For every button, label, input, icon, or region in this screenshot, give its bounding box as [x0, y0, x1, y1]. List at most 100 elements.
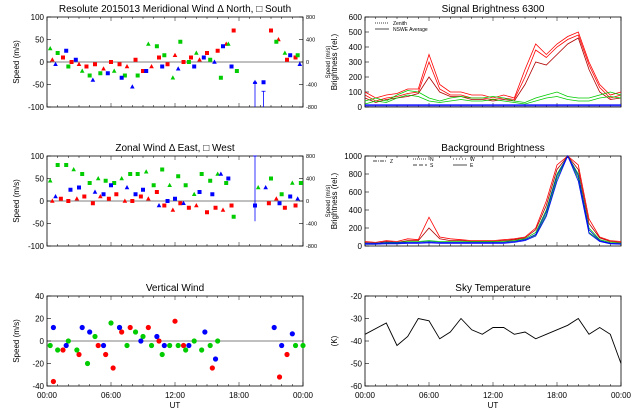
data-point-green — [80, 172, 85, 176]
series-line-black — [364, 317, 622, 364]
data-point-blue — [53, 61, 58, 67]
x-tick-label: 18:00 — [229, 391, 250, 400]
data-point-red — [276, 374, 283, 380]
data-point-red — [213, 205, 218, 210]
chart-title: Vertical Wind — [146, 283, 204, 294]
data-point-blue — [181, 200, 186, 206]
data-point-green — [140, 333, 146, 340]
data-point-green — [98, 71, 103, 76]
data-point-red — [172, 52, 178, 58]
y-axis-right-label: Speed (m/s) — [326, 46, 332, 79]
chart-background: Background Brightness 0 200 400 600 800 1000 Br… — [330, 143, 622, 251]
y-tick-label: -50 — [350, 360, 362, 369]
data-point-red — [269, 28, 273, 33]
data-point-red — [197, 57, 202, 62]
y-axis-label: Brightness (rel.) — [330, 33, 339, 90]
data-point-green — [295, 53, 300, 58]
data-point-blue — [101, 192, 106, 197]
data-point-blue — [141, 187, 145, 192]
data-point-blue — [50, 324, 57, 331]
y-tick-label: 300 — [349, 58, 363, 67]
data-point-green — [199, 172, 204, 176]
data-point-green — [207, 342, 213, 349]
data-point-blue — [201, 55, 206, 60]
data-point-blue — [105, 71, 110, 76]
y-right-tick-label: -400 — [306, 222, 317, 228]
data-point-green — [148, 342, 155, 349]
data-point-red — [106, 196, 111, 201]
data-point-green — [208, 178, 213, 183]
data-point-green — [162, 53, 167, 58]
y-tick-label: 400 — [349, 206, 363, 215]
data-point-green — [160, 167, 165, 172]
y-axis-label: Speed (m/s) — [12, 179, 21, 223]
data-point-red — [162, 203, 167, 208]
data-point-blue — [288, 194, 293, 199]
data-point-blue — [73, 57, 78, 62]
data-point-red — [266, 201, 271, 206]
data-point-red — [293, 55, 298, 60]
data-point-green — [135, 172, 140, 176]
chart-title: Resolute 2015013 Meridional Wind Δ North… — [59, 4, 291, 15]
data-point-red — [50, 378, 57, 385]
data-point-green — [55, 163, 60, 167]
data-point-blue — [68, 187, 73, 192]
y-tick-label: 0 — [40, 337, 45, 346]
y-axis-label: Speed (m/s) — [12, 319, 21, 363]
series-line-green-2 — [365, 155, 622, 245]
data-point-blue — [53, 194, 58, 199]
data-point-green — [208, 57, 213, 62]
data-point-green — [92, 333, 98, 340]
data-point-blue — [87, 329, 93, 335]
y-axis-right-label: Speed (m/s) — [326, 185, 332, 218]
y-tick-label: -40 — [350, 337, 362, 346]
x-tick-label: 18:00 — [547, 391, 568, 400]
data-point-red — [205, 51, 209, 55]
data-point-red — [215, 48, 220, 53]
data-point-red — [156, 338, 162, 344]
legend-label: N — [430, 157, 434, 163]
data-point-blue — [109, 183, 113, 188]
data-point-red — [90, 201, 95, 206]
data-point-red — [98, 194, 103, 199]
y-tick-label: 400 — [349, 43, 363, 52]
data-point-green — [215, 338, 221, 344]
data-point-red — [293, 203, 298, 208]
y-tick-label: 0 — [358, 242, 363, 251]
data-point-red — [165, 62, 170, 67]
data-point-green — [87, 73, 92, 78]
data-point-red — [172, 318, 178, 324]
legend-label: Z — [390, 159, 393, 165]
y-tick-label: -40 — [32, 382, 44, 391]
data-point-green — [269, 176, 273, 181]
series-line-green-1 — [364, 90, 622, 103]
data-point-green — [167, 182, 172, 188]
data-point-red — [130, 199, 135, 203]
legend-label: S — [430, 163, 434, 169]
data-point-green — [143, 169, 149, 174]
data-point-red — [157, 55, 161, 60]
y-tick-label: 1000 — [344, 152, 362, 161]
data-point-red — [133, 57, 138, 62]
y-tick-label: -20 — [32, 360, 44, 369]
data-point-green — [103, 178, 108, 183]
data-point-green — [194, 50, 199, 55]
y-axis-label: Speed (m/s) — [12, 40, 21, 84]
data-point-red — [110, 365, 116, 371]
y-tick-label: 20 — [35, 315, 44, 324]
data-point-blue — [263, 185, 268, 190]
data-point-green — [65, 338, 71, 344]
data-point-green — [255, 185, 261, 190]
data-point-red — [138, 194, 143, 199]
data-point-red — [220, 207, 226, 212]
data-point-blue — [130, 84, 135, 89]
data-point-blue — [90, 77, 96, 82]
series-line-red-3 — [364, 37, 622, 103]
data-point-red — [50, 198, 55, 203]
data-point-green — [71, 167, 76, 172]
data-point-red — [76, 351, 82, 358]
data-point-blue — [160, 64, 165, 69]
x-tick-label: 00:00 — [611, 391, 632, 400]
y-tick-label: 0 — [40, 197, 45, 206]
y-axis-label: Brightness (rel.) — [330, 172, 339, 229]
